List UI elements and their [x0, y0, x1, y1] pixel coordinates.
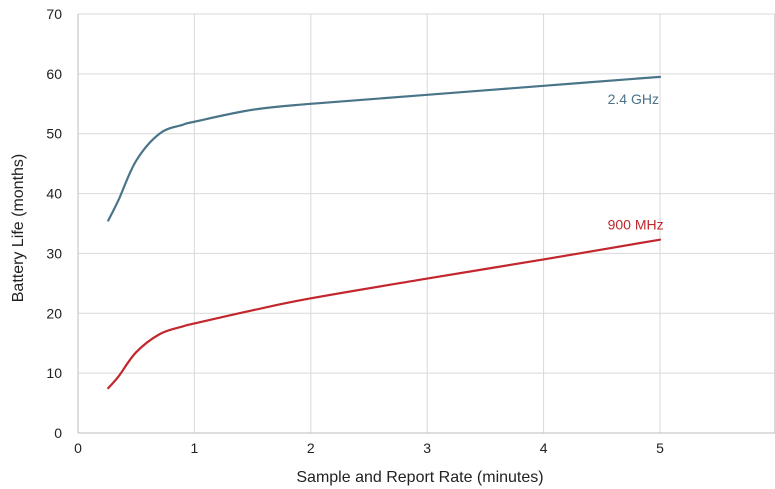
x-tick-label: 3 — [423, 440, 431, 456]
x-tick-label: 5 — [656, 440, 664, 456]
grid — [78, 13, 775, 433]
y-tick-label: 20 — [46, 305, 62, 321]
y-tick-label: 50 — [46, 126, 62, 142]
series-label-900-mhz: 900 MHz — [608, 216, 664, 232]
x-tick-label: 1 — [191, 440, 199, 456]
x-tick-label: 2 — [307, 440, 315, 456]
series-line-2-4-ghz — [107, 75, 662, 222]
x-tick-label: 4 — [540, 440, 548, 456]
series-label-2-4-ghz: 2.4 GHz — [608, 91, 659, 107]
x-axis-title: Sample and Report Rate (minutes) — [296, 469, 543, 486]
y-tick-label: 70 — [46, 6, 62, 22]
y-tick-label: 40 — [46, 186, 62, 202]
y-tick-label: 60 — [46, 66, 62, 82]
series-line-900-mhz — [107, 238, 662, 390]
y-tick-label: 30 — [46, 245, 62, 261]
y-tick-label: 0 — [54, 425, 62, 441]
y-tick-label: 10 — [46, 365, 62, 381]
series-lines — [107, 75, 662, 390]
series-labels: 2.4 GHz 900 MHz — [608, 91, 664, 233]
y-axis-title: Battery Life (months) — [10, 154, 27, 303]
x-tick-label: 0 — [74, 440, 82, 456]
